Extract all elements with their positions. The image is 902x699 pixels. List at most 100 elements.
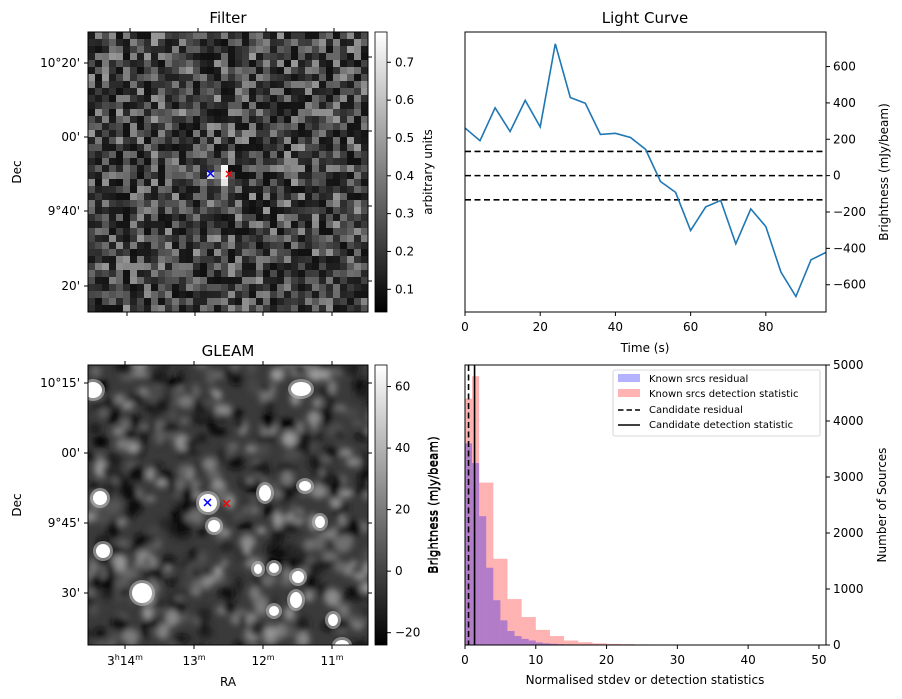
filter-pixel — [354, 228, 362, 236]
gleam-texture-blob — [334, 560, 347, 573]
filter-pixel — [291, 186, 299, 194]
filter-pixel — [88, 95, 96, 103]
filter-pixel — [179, 137, 187, 145]
gleam-colorbar-label: Brightness (mJy/beam) — [426, 436, 440, 574]
filter-pixel — [130, 221, 138, 229]
filter-pixel — [277, 116, 285, 124]
filter-pixel — [137, 263, 145, 271]
filter-pixel — [354, 144, 362, 152]
filter-pixel — [263, 60, 271, 68]
filter-pixel — [207, 200, 215, 208]
filter-pixel — [347, 123, 355, 131]
filter-pixel — [151, 186, 159, 194]
filter-pixel — [340, 137, 348, 145]
filter-pixel — [123, 95, 131, 103]
histogram-ytick-label: 3000 — [833, 470, 864, 484]
filter-pixel — [130, 214, 138, 222]
filter-pixel — [319, 242, 327, 250]
gleam-texture-blob — [171, 508, 179, 525]
filter-pixel — [116, 137, 124, 145]
filter-pixel — [137, 179, 145, 187]
filter-pixel — [312, 256, 320, 264]
filter-pixel — [347, 193, 355, 201]
filter-x-tickmarks — [126, 28, 335, 316]
filter-pixel — [284, 123, 292, 131]
filter-pixel — [165, 123, 173, 131]
histogram-bar — [500, 558, 508, 645]
filter-pixel — [130, 144, 138, 152]
filter-pixel — [186, 32, 194, 40]
filter-pixel — [354, 81, 362, 89]
filter-pixel — [116, 53, 124, 61]
filter-pixel — [291, 172, 299, 180]
filter-pixel — [361, 228, 369, 236]
filter-pixel — [326, 123, 334, 131]
filter-pixel — [116, 193, 124, 201]
filter-pixel — [291, 81, 299, 89]
filter-pixel — [172, 60, 180, 68]
filter-pixel — [340, 95, 348, 103]
filter-pixel — [361, 46, 369, 54]
filter-pixel — [298, 39, 306, 47]
filter-pixel — [221, 256, 229, 264]
filter-pixel — [207, 305, 215, 313]
filter-pixel — [144, 270, 152, 278]
filter-pixel — [214, 109, 222, 117]
filter-pixel — [186, 81, 194, 89]
filter-pixel — [340, 74, 348, 82]
gleam-texture-blob — [291, 512, 307, 521]
gleam-y-ticks: 10°15'00'9°45'30' — [40, 376, 372, 600]
filter-pixel — [298, 109, 306, 117]
filter-pixel — [326, 172, 334, 180]
filter-pixel — [298, 207, 306, 215]
filter-pixel — [333, 137, 341, 145]
filter-pixel — [207, 270, 215, 278]
filter-pixel — [228, 277, 236, 285]
filter-pixel — [123, 46, 131, 54]
filter-pixel — [326, 81, 334, 89]
filter-pixel — [102, 102, 110, 110]
filter-pixel — [123, 214, 131, 222]
filter-pixel — [256, 102, 264, 110]
filter-pixel — [263, 186, 271, 194]
gleam-texture-blob — [120, 568, 139, 580]
filter-pixel — [88, 256, 96, 264]
histogram-right-ylabel: Number of Sources — [875, 448, 889, 563]
filter-pixel — [123, 81, 131, 89]
filter-pixel — [256, 137, 264, 145]
filter-pixel — [109, 151, 117, 159]
legend-entry-candidate-detection: Candidate detection statistic — [618, 420, 793, 431]
filter-pixel — [361, 284, 369, 292]
gleam-xtick-label: 3h14m — [107, 653, 143, 668]
filter-pixel — [347, 102, 355, 110]
gleam-texture-blob — [132, 371, 150, 378]
filter-pixel — [235, 158, 243, 166]
filter-pixel — [102, 46, 110, 54]
filter-pixel — [172, 144, 180, 152]
filter-pixel — [95, 39, 103, 47]
filter-pixel — [319, 130, 327, 138]
filter-pixel — [291, 277, 299, 285]
filter-pixel — [312, 207, 320, 215]
filter-pixel — [102, 116, 110, 124]
filter-pixel — [305, 228, 313, 236]
filter-pixel — [263, 298, 271, 306]
filter-pixel — [193, 249, 201, 257]
filter-pixel — [305, 221, 313, 229]
filter-pixel — [123, 151, 131, 159]
filter-pixel — [277, 242, 285, 250]
filter-pixel — [158, 130, 166, 138]
filter-pixel — [123, 32, 131, 40]
filter-pixel — [249, 277, 257, 285]
filter-pixel — [361, 32, 369, 40]
gleam-texture-blob — [350, 560, 357, 567]
filter-pixel — [144, 32, 152, 40]
filter-pixel — [88, 123, 96, 131]
filter-pixel — [144, 53, 152, 61]
filter-pixel — [193, 214, 201, 222]
filter-pixel — [137, 228, 145, 236]
filter-pixel — [277, 102, 285, 110]
filter-pixel — [354, 284, 362, 292]
filter-pixel — [249, 186, 257, 194]
filter-pixel — [144, 172, 152, 180]
